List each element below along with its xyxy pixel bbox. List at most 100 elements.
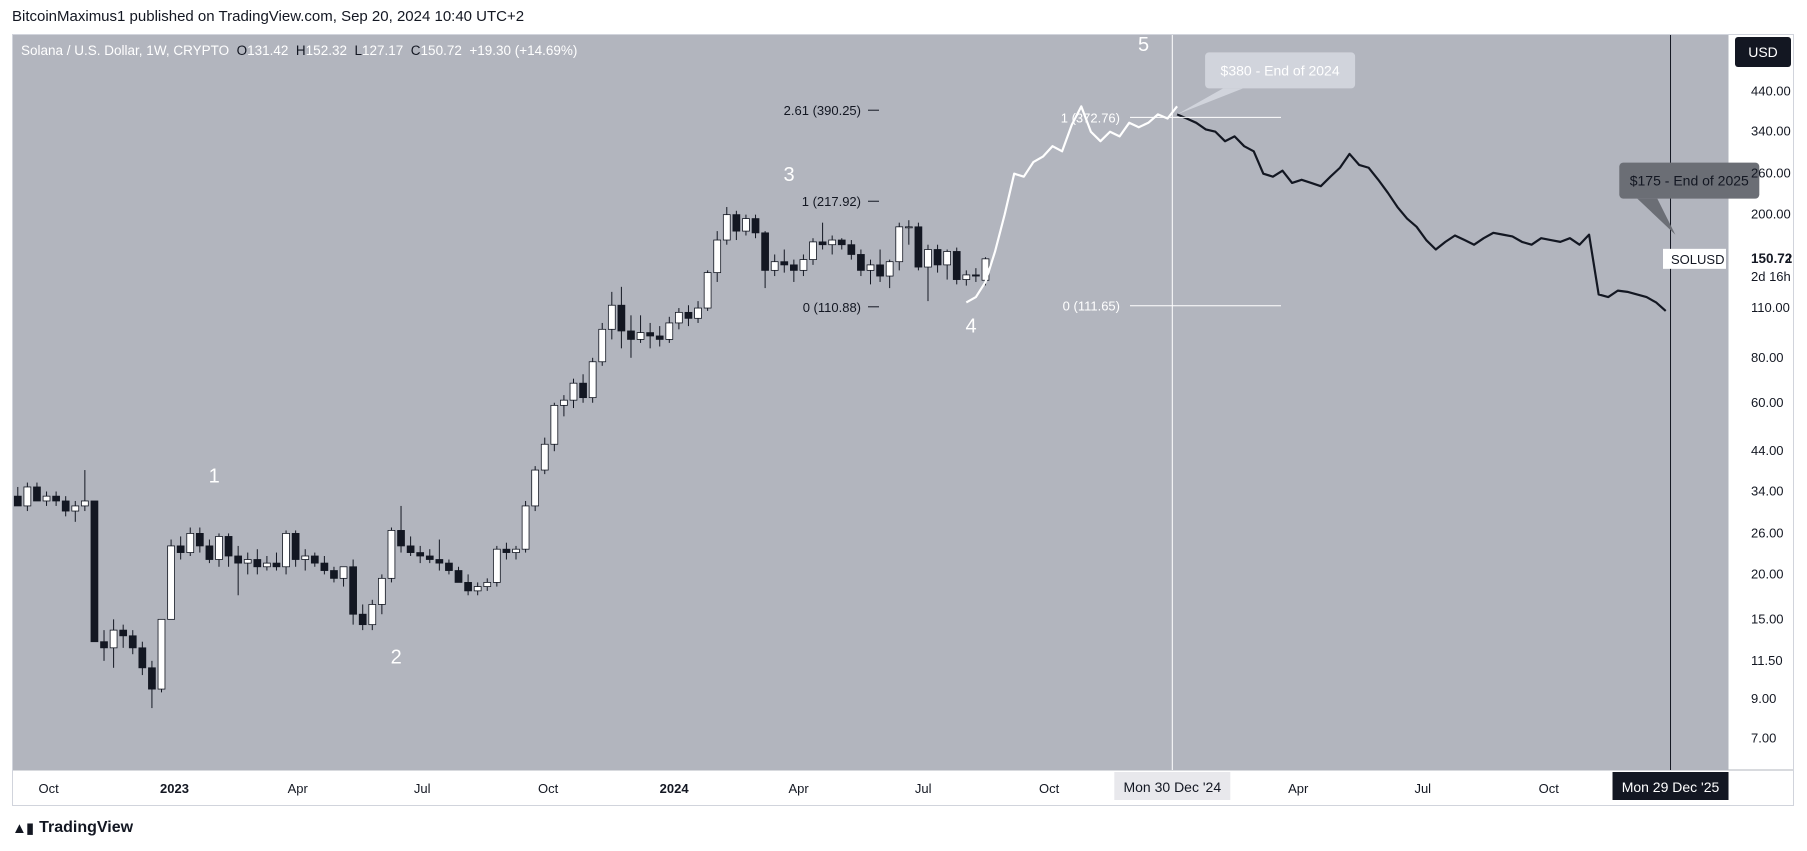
- candle-body[interactable]: [61, 500, 70, 512]
- candle-body[interactable]: [617, 304, 626, 332]
- candle-body[interactable]: [483, 582, 492, 587]
- candle-body[interactable]: [665, 322, 674, 340]
- candle-body[interactable]: [330, 570, 338, 579]
- candle-body[interactable]: [445, 562, 453, 571]
- candle-body[interactable]: [176, 545, 185, 553]
- candle-body[interactable]: [770, 261, 779, 271]
- candle-body[interactable]: [636, 332, 645, 340]
- footer-brand[interactable]: ▲▮ TradingView: [12, 819, 133, 837]
- candle-body[interactable]: [914, 226, 923, 268]
- price-chart[interactable]: 2.61 (390.25) 1 (217.92) 0 (110.88) 1 (372.…: [13, 35, 1793, 805]
- candle-body[interactable]: [540, 443, 549, 471]
- candle-body[interactable]: [100, 641, 108, 649]
- candle-body[interactable]: [157, 618, 166, 690]
- candle-body[interactable]: [799, 259, 808, 271]
- candle-body[interactable]: [13, 495, 22, 507]
- candle-body[interactable]: [310, 555, 319, 564]
- candle-body[interactable]: [138, 647, 147, 669]
- candle-body[interactable]: [751, 218, 760, 234]
- candle-body[interactable]: [550, 404, 559, 445]
- candle-body[interactable]: [406, 545, 415, 553]
- candle-body[interactable]: [253, 559, 262, 568]
- candle-body[interactable]: [90, 500, 99, 643]
- candle-body[interactable]: [857, 254, 865, 271]
- candle-body[interactable]: [732, 214, 741, 232]
- candle-body[interactable]: [272, 562, 281, 568]
- candle-body[interactable]: [531, 469, 540, 507]
- candle-body[interactable]: [215, 536, 223, 560]
- candle-body[interactable]: [655, 335, 664, 340]
- candle-body[interactable]: [186, 533, 195, 553]
- candle-body[interactable]: [195, 533, 204, 547]
- candle-body[interactable]: [943, 251, 951, 266]
- candle-body[interactable]: [972, 274, 980, 277]
- candle-body[interactable]: [713, 239, 722, 274]
- candle-body[interactable]: [512, 548, 520, 553]
- candle-body[interactable]: [119, 629, 128, 637]
- candle-body[interactable]: [282, 533, 290, 568]
- candle-body[interactable]: [291, 533, 300, 560]
- candle-body[interactable]: [52, 495, 60, 502]
- candle-body[interactable]: [722, 214, 731, 241]
- candle-body[interactable]: [205, 545, 214, 560]
- candle-body[interactable]: [128, 635, 137, 649]
- candle-body[interactable]: [243, 559, 252, 564]
- candle-body[interactable]: [646, 332, 654, 337]
- candle-body[interactable]: [866, 264, 875, 271]
- candle-body[interactable]: [339, 566, 348, 579]
- candle-body[interactable]: [569, 382, 578, 401]
- candle-body[interactable]: [148, 667, 156, 690]
- candle-body[interactable]: [81, 500, 89, 507]
- candle-body[interactable]: [109, 629, 118, 649]
- candle-body[interactable]: [301, 555, 310, 560]
- candle-body[interactable]: [588, 361, 597, 399]
- candle-body[interactable]: [607, 304, 616, 330]
- chart-frame[interactable]: 2.61 (390.25) 1 (217.92) 0 (110.88) 1 (372.…: [12, 34, 1794, 806]
- candle-body[interactable]: [425, 555, 434, 560]
- candle-body[interactable]: [349, 566, 357, 615]
- candle-body[interactable]: [579, 382, 587, 399]
- candle-body[interactable]: [71, 505, 80, 512]
- candle-body[interactable]: [790, 264, 798, 271]
- candle-body[interactable]: [167, 545, 175, 620]
- candle-body[interactable]: [42, 495, 51, 502]
- candle-body[interactable]: [675, 311, 683, 324]
- candle-body[interactable]: [521, 505, 530, 550]
- candle-body[interactable]: [416, 552, 425, 557]
- candle-body[interactable]: [378, 577, 386, 605]
- candle-body[interactable]: [694, 307, 702, 319]
- candle-body[interactable]: [837, 239, 846, 246]
- candle-body[interactable]: [876, 264, 884, 277]
- candle-body[interactable]: [33, 486, 41, 502]
- candle-body[interactable]: [780, 261, 789, 266]
- candle-body[interactable]: [885, 261, 894, 277]
- candle-body[interactable]: [23, 486, 32, 507]
- candle-body[interactable]: [828, 239, 837, 246]
- candle-body[interactable]: [464, 582, 472, 592]
- currency-button[interactable]: USD: [1735, 37, 1791, 67]
- candle-body[interactable]: [818, 241, 827, 246]
- candle-body[interactable]: [358, 613, 367, 626]
- candle-body[interactable]: [435, 559, 444, 564]
- candle-body[interactable]: [234, 555, 243, 564]
- candle-body[interactable]: [924, 249, 932, 268]
- candle-body[interactable]: [703, 272, 712, 309]
- candle-body[interactable]: [224, 536, 233, 557]
- candle-body[interactable]: [933, 249, 942, 266]
- candle-body[interactable]: [502, 548, 511, 553]
- candle-body[interactable]: [397, 530, 405, 547]
- candle-body[interactable]: [368, 604, 377, 626]
- candle-body[interactable]: [895, 226, 904, 263]
- candle-body[interactable]: [320, 562, 329, 571]
- candle-body[interactable]: [904, 226, 913, 229]
- candle-body[interactable]: [263, 562, 271, 568]
- candle-body[interactable]: [742, 218, 750, 232]
- candle-body[interactable]: [809, 241, 817, 260]
- candle-body[interactable]: [473, 586, 482, 592]
- candle-body[interactable]: [598, 328, 607, 363]
- candle-body[interactable]: [684, 311, 693, 319]
- candle-body[interactable]: [627, 330, 635, 340]
- candle-body[interactable]: [952, 251, 961, 280]
- candle-body[interactable]: [962, 274, 971, 280]
- candle-body[interactable]: [492, 548, 501, 583]
